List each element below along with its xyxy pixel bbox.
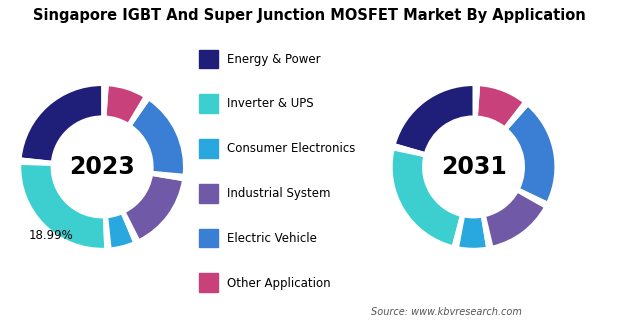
Wedge shape — [504, 102, 528, 129]
Text: Industrial System: Industrial System — [227, 187, 331, 200]
Wedge shape — [122, 212, 139, 242]
FancyBboxPatch shape — [199, 139, 218, 158]
Wedge shape — [108, 213, 134, 248]
Wedge shape — [395, 85, 474, 153]
FancyBboxPatch shape — [199, 184, 218, 203]
Wedge shape — [517, 189, 547, 207]
Wedge shape — [394, 144, 425, 156]
Wedge shape — [20, 158, 52, 165]
Text: Other Application: Other Application — [227, 276, 331, 290]
Text: 18.74%: 18.74% — [0, 320, 1, 321]
Wedge shape — [474, 85, 479, 117]
Text: 2023: 2023 — [69, 155, 135, 179]
Wedge shape — [458, 217, 487, 249]
Wedge shape — [125, 175, 183, 240]
Text: Consumer Electronics: Consumer Electronics — [227, 142, 355, 155]
Wedge shape — [21, 85, 102, 161]
Wedge shape — [131, 100, 184, 175]
Text: Energy & Power: Energy & Power — [227, 53, 321, 65]
Wedge shape — [128, 97, 149, 126]
Wedge shape — [106, 85, 144, 124]
Wedge shape — [485, 192, 545, 247]
Wedge shape — [507, 106, 555, 202]
Text: Electric Vehicle: Electric Vehicle — [227, 232, 317, 245]
FancyBboxPatch shape — [199, 49, 218, 68]
Wedge shape — [482, 216, 493, 247]
Wedge shape — [20, 164, 105, 249]
Wedge shape — [152, 172, 183, 180]
FancyBboxPatch shape — [199, 273, 218, 292]
Text: Inverter & UPS: Inverter & UPS — [227, 97, 314, 110]
Text: Singapore IGBT And Super Junction MOSFET Market By Application: Singapore IGBT And Super Junction MOSFET… — [33, 8, 586, 23]
Text: Source: www.kbvresearch.com: Source: www.kbvresearch.com — [371, 307, 522, 317]
FancyBboxPatch shape — [199, 94, 218, 113]
Wedge shape — [452, 216, 464, 247]
Text: 2031: 2031 — [441, 155, 506, 179]
Text: 18.99%: 18.99% — [29, 229, 74, 242]
Wedge shape — [102, 85, 108, 117]
Wedge shape — [477, 85, 524, 127]
Wedge shape — [392, 150, 461, 246]
FancyBboxPatch shape — [199, 229, 218, 247]
Wedge shape — [104, 217, 111, 248]
